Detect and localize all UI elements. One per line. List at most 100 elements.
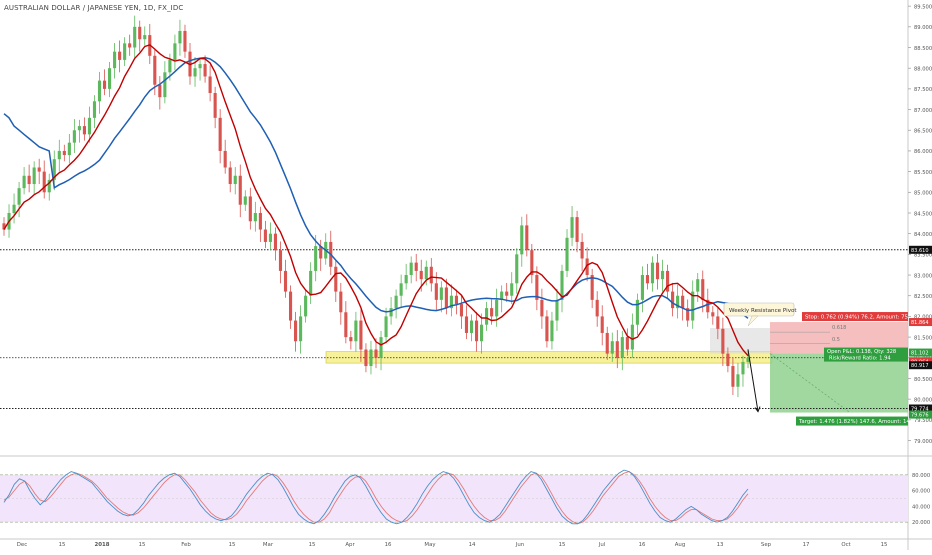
candle[interactable] <box>696 279 700 292</box>
candle[interactable] <box>635 299 639 325</box>
candle[interactable] <box>278 250 283 271</box>
candle[interactable] <box>459 304 464 317</box>
candle[interactable] <box>97 80 102 102</box>
candle[interactable] <box>283 270 288 292</box>
candle[interactable] <box>650 262 655 284</box>
candle[interactable] <box>258 212 262 230</box>
candle[interactable] <box>82 126 86 135</box>
candle[interactable] <box>515 254 519 284</box>
candle[interactable] <box>364 349 368 367</box>
candle[interactable] <box>208 76 212 94</box>
candle[interactable] <box>77 126 81 131</box>
candle[interactable] <box>27 175 31 185</box>
candle[interactable] <box>711 312 715 317</box>
candle[interactable] <box>163 72 167 98</box>
candle[interactable] <box>666 270 670 292</box>
candle[interactable] <box>273 233 278 251</box>
candle[interactable] <box>565 237 569 271</box>
candle[interactable] <box>640 275 644 300</box>
candle[interactable] <box>434 283 438 300</box>
candle[interactable] <box>736 374 740 387</box>
candle[interactable] <box>419 270 423 280</box>
candle[interactable] <box>490 308 494 317</box>
candle[interactable] <box>113 51 117 69</box>
candle[interactable] <box>374 349 378 358</box>
candle[interactable] <box>369 349 373 367</box>
candle[interactable] <box>676 295 680 309</box>
candle[interactable] <box>726 353 730 367</box>
candle[interactable] <box>575 217 579 242</box>
candle[interactable] <box>153 55 157 85</box>
candle[interactable] <box>605 332 609 354</box>
candle[interactable] <box>228 167 232 185</box>
candle[interactable] <box>173 43 177 60</box>
candle[interactable] <box>193 68 197 77</box>
candle[interactable] <box>102 80 107 89</box>
candle[interactable] <box>203 64 207 77</box>
candle[interactable] <box>389 308 393 317</box>
candle[interactable] <box>354 320 358 342</box>
candle[interactable] <box>394 295 398 309</box>
candle[interactable] <box>439 287 443 300</box>
candle[interactable] <box>655 262 660 280</box>
candle[interactable] <box>218 117 222 151</box>
candle[interactable] <box>454 295 458 304</box>
candle[interactable] <box>560 270 564 300</box>
candle[interactable] <box>535 275 539 300</box>
candle[interactable] <box>198 64 202 69</box>
candle[interactable] <box>595 299 599 317</box>
candle[interactable] <box>248 196 252 222</box>
candle[interactable] <box>505 291 509 296</box>
candle[interactable] <box>746 357 750 362</box>
candle[interactable] <box>525 225 529 251</box>
candle[interactable] <box>304 295 308 317</box>
candle[interactable] <box>178 30 182 44</box>
candle[interactable] <box>540 299 544 317</box>
candle[interactable] <box>414 262 418 271</box>
candle[interactable] <box>168 59 172 73</box>
candle[interactable] <box>309 270 313 296</box>
candle[interactable] <box>223 150 227 168</box>
candle[interactable] <box>404 275 408 284</box>
candle[interactable] <box>138 26 142 40</box>
candle[interactable] <box>12 204 16 213</box>
annotation-callout[interactable]: Weekly Resistance Pivot <box>723 302 797 327</box>
candle[interactable] <box>550 320 554 342</box>
candle[interactable] <box>238 175 242 205</box>
candle[interactable] <box>686 308 690 321</box>
candle[interactable] <box>671 291 675 309</box>
candle[interactable] <box>580 241 584 259</box>
candle[interactable] <box>555 299 559 321</box>
candle[interactable] <box>585 258 589 276</box>
candle[interactable] <box>243 196 247 205</box>
candle[interactable] <box>314 246 318 271</box>
candle[interactable] <box>379 337 383 358</box>
candle[interactable] <box>133 26 137 48</box>
candle[interactable] <box>384 316 388 338</box>
candle[interactable] <box>721 328 725 354</box>
candle[interactable] <box>530 250 534 276</box>
candle[interactable] <box>268 233 272 242</box>
candle[interactable] <box>741 361 745 375</box>
candle[interactable] <box>42 171 46 193</box>
candle[interactable] <box>288 291 293 321</box>
candle[interactable] <box>449 295 453 309</box>
candle[interactable] <box>344 312 348 338</box>
candle[interactable] <box>625 337 629 350</box>
candle[interactable] <box>87 117 92 135</box>
candle[interactable] <box>294 320 298 342</box>
candle[interactable] <box>681 295 685 309</box>
candle[interactable] <box>620 337 624 358</box>
candle[interactable] <box>444 287 448 309</box>
candle[interactable] <box>37 167 41 172</box>
candle[interactable] <box>253 212 257 222</box>
candle[interactable] <box>334 266 338 292</box>
candle[interactable] <box>92 101 97 118</box>
candle[interactable] <box>359 320 363 350</box>
candle[interactable] <box>464 316 469 333</box>
candle[interactable] <box>399 283 403 296</box>
candle[interactable] <box>108 68 112 89</box>
candle[interactable] <box>716 316 720 329</box>
candle[interactable] <box>545 316 549 342</box>
candle[interactable] <box>233 175 237 185</box>
